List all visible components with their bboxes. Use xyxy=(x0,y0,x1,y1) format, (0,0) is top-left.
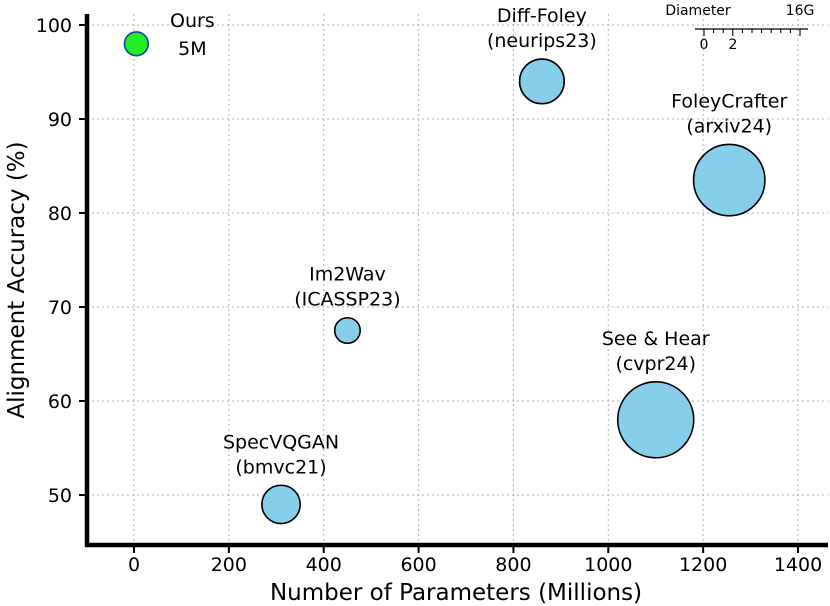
x-tick-label: 1400 xyxy=(774,554,822,576)
bubble-see-hear xyxy=(616,381,695,459)
legend-max-label: 16G xyxy=(786,3,815,19)
legend-mid-label: 2 xyxy=(729,37,738,53)
bubble-series: Ours 5M Diff-Foley (neurips23) FoleyCrafter (… xyxy=(123,5,787,525)
bubble-sublabel-ours: 5M xyxy=(178,38,206,60)
legend-title: Diameter xyxy=(665,3,731,19)
bubble-sublabel-diff-foley: (neurips23) xyxy=(487,30,597,52)
x-axis-label: Number of Parameters (Millions) xyxy=(270,580,642,606)
x-tick-label: 400 xyxy=(306,554,342,576)
bubble-label-diff-foley: Diff-Foley xyxy=(497,5,587,27)
y-ticks: 50 60 70 80 90 100 xyxy=(36,15,87,507)
bubble-label-ours: Ours xyxy=(170,10,215,32)
y-tick-label: 100 xyxy=(36,15,72,37)
bubble-foleycrafter xyxy=(692,143,766,217)
x-ticks: 0 200 400 600 800 1000 1200 1400 xyxy=(128,545,822,576)
grid-lines xyxy=(87,14,828,545)
y-axis-label: Alignment Accuracy (%) xyxy=(4,141,30,418)
y-tick-label: 70 xyxy=(48,297,72,319)
bubble-sublabel-im2wav: (ICASSP23) xyxy=(294,289,400,311)
y-tick-label: 80 xyxy=(48,203,72,225)
x-tick-label: 1000 xyxy=(584,554,632,576)
x-tick-label: 600 xyxy=(400,554,436,576)
bubble-sublabel-see-hear: (cvpr24) xyxy=(615,353,696,375)
legend-ticks xyxy=(703,29,801,36)
x-tick-label: 1200 xyxy=(679,554,727,576)
bubble-specvqgan xyxy=(261,484,301,525)
x-tick-label: 0 xyxy=(128,554,140,576)
bubble-label-im2wav: Im2Wav xyxy=(309,264,386,286)
bubble-label-specvqgan: SpecVQGAN xyxy=(223,431,339,453)
x-tick-label: 200 xyxy=(211,554,247,576)
bubble-sublabel-foleycrafter: (arxiv24) xyxy=(686,115,772,137)
bubble-label-foleycrafter: FoleyCrafter xyxy=(671,90,787,112)
axes xyxy=(84,14,828,548)
y-tick-label: 90 xyxy=(48,109,72,131)
bubble-sublabel-specvqgan: (bmvc21) xyxy=(235,456,326,478)
y-tick-label: 50 xyxy=(48,485,72,507)
bubble-ours xyxy=(123,31,150,57)
bubble-label-see-hear: See & Hear xyxy=(602,328,710,350)
y-tick-label: 60 xyxy=(48,391,72,413)
bubble-diff-foley xyxy=(518,58,566,105)
diameter-legend: Diameter 16G 0 2 xyxy=(665,3,814,53)
legend-min-label: 0 xyxy=(700,37,709,53)
bubble-im2wav xyxy=(333,316,361,345)
x-tick-label: 800 xyxy=(495,554,531,576)
